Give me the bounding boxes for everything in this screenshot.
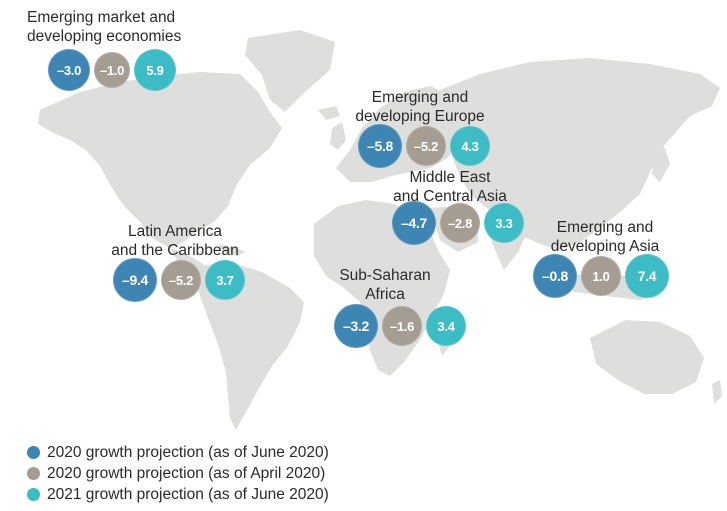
region-label-line: developing economies [27, 28, 182, 45]
australia-shape [590, 320, 704, 394]
bubble-june-2021: 7.4 [625, 254, 669, 298]
region-label-line: Sub-Saharan [339, 267, 431, 284]
region-label-emde: Emerging market and developing economies [27, 8, 181, 46]
legend-dot [27, 488, 40, 501]
region-label-line: Latin America [128, 223, 222, 240]
region-label-line: Emerging and [556, 219, 654, 236]
bubble-april-2020: –5.2 [161, 260, 201, 300]
legend-item-april-2020: 2020 growth projection (as of April 2020… [27, 463, 329, 484]
region-label-line: Africa [365, 286, 405, 303]
region-label-ssa: Sub-Saharan Africa [330, 266, 440, 304]
new-zealand-shape [712, 380, 722, 404]
legend-item-june-2021: 2021 growth projection (as of June 2020) [27, 484, 329, 505]
bubble-june-2020: –3.0 [48, 49, 90, 91]
bubble-june-2021: 5.9 [134, 49, 176, 91]
region-bubbles-latam: –9.4 –5.2 3.7 [113, 258, 245, 302]
region-bubbles-asia: –0.8 1.0 7.4 [533, 254, 669, 298]
north-america-shape [38, 72, 282, 248]
bubble-april-2020: 1.0 [581, 256, 621, 296]
legend: 2020 growth projection (as of June 2020)… [27, 442, 329, 505]
region-bubbles-emde: –3.0 –1.0 5.9 [48, 49, 176, 91]
iceland-shape [318, 106, 340, 120]
asia-shape [440, 58, 720, 250]
bubble-june-2020: –4.7 [392, 201, 436, 245]
region-label-line: Emerging market and [27, 9, 176, 26]
japan-shape [652, 146, 670, 182]
bubble-june-2020: –0.8 [533, 254, 577, 298]
legend-dot [27, 446, 40, 459]
region-bubbles-europe: –5.8 –5.2 4.3 [358, 124, 490, 168]
region-label-asia: Emerging and developing Asia [530, 218, 680, 256]
caribbean-shape [218, 244, 246, 256]
uk-shape [330, 122, 346, 150]
bubble-june-2020: –9.4 [113, 258, 157, 302]
region-label-line: developing Europe [355, 108, 485, 125]
region-label-europe: Emerging and developing Europe [345, 88, 495, 126]
south-america-shape [196, 262, 304, 430]
bubble-april-2020: –2.8 [440, 203, 480, 243]
greenland-shape [245, 30, 335, 112]
bubble-april-2020: –1.6 [382, 306, 422, 346]
bubble-june-2020: –3.2 [334, 304, 378, 348]
region-label-line: Middle East [409, 169, 491, 186]
region-label-mideast: Middle East and Central Asia [380, 168, 520, 206]
region-bubbles-ssa: –3.2 –1.6 3.4 [334, 304, 466, 348]
bubble-june-2021: 3.4 [426, 306, 466, 346]
bubble-june-2021: 4.3 [450, 126, 490, 166]
region-label-line: and the Caribbean [111, 242, 239, 259]
bubble-june-2021: 3.3 [484, 203, 524, 243]
bubble-april-2020: –5.2 [406, 126, 446, 166]
bubble-june-2020: –5.8 [358, 124, 402, 168]
region-label-line: Emerging and [371, 89, 469, 106]
legend-dot [27, 467, 40, 480]
region-label-line: and Central Asia [393, 188, 507, 205]
legend-label: 2020 growth projection (as of June 2020) [47, 443, 329, 461]
region-label-line: developing Asia [550, 238, 660, 255]
region-label-latam: Latin America and the Caribbean [95, 222, 255, 260]
bubble-april-2020: –1.0 [94, 52, 130, 88]
legend-label: 2021 growth projection (as of June 2020) [47, 485, 329, 503]
legend-label: 2020 growth projection (as of April 2020… [47, 464, 326, 482]
legend-item-june-2020: 2020 growth projection (as of June 2020) [27, 442, 329, 463]
bubble-june-2021: 3.7 [205, 260, 245, 300]
region-bubbles-mideast: –4.7 –2.8 3.3 [392, 201, 524, 245]
